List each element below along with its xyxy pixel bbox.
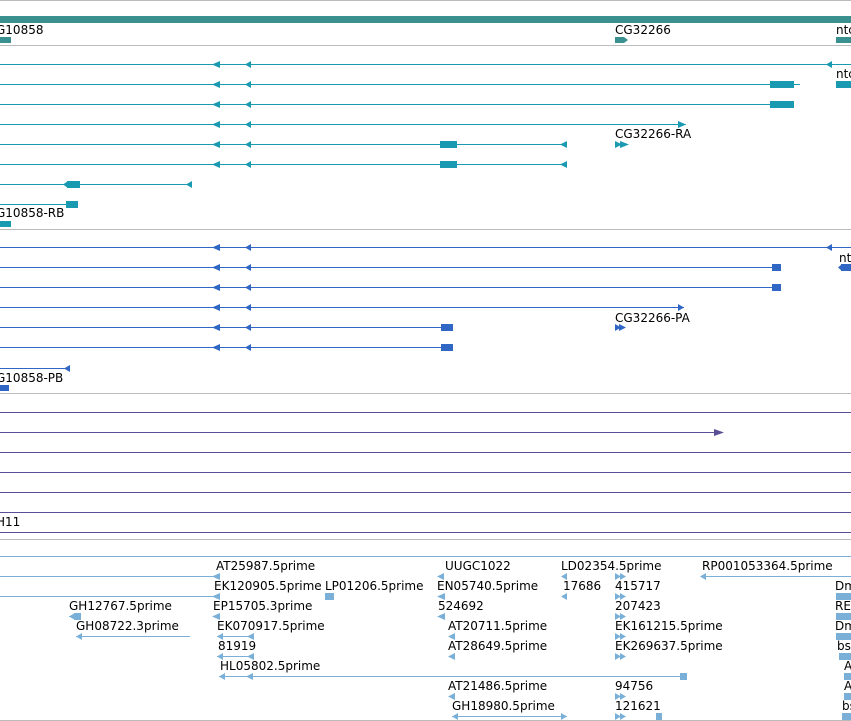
transcript-label[interactable]: ntc [836,67,851,81]
transcript-row[interactable] [0,141,629,148]
other-track: H11 [0,412,851,533]
est-label[interactable]: RE [835,599,851,613]
est-row[interactable] [76,633,851,640]
cds-row[interactable] [0,264,851,271]
est-label[interactable]: 17686 [563,579,601,593]
gene-label[interactable]: ntc [836,23,851,37]
transcript-row[interactable] [0,221,11,227]
est-label[interactable]: GH18980.5prime [452,699,555,713]
est-label[interactable]: 207423 [615,599,661,613]
gene-span-bar[interactable] [0,16,851,23]
est-label[interactable]: RP001053364.5prime [702,559,833,573]
est-label[interactable]: AT25987.5prime [216,559,315,573]
est-label[interactable]: LP01206.5prime [325,579,424,593]
est-label[interactable]: 415717 [615,579,661,593]
est-label[interactable]: bs [842,699,851,713]
est-label[interactable]: AT21486.5prime [448,679,547,693]
est-track: AT25987.5prime UUGC1022 LD02354.5prime RP00… [0,556,851,720]
transcript-label[interactable]: CG32266-RA [615,127,692,141]
feature-label[interactable]: H11 [0,515,20,529]
transcript-row[interactable] [0,61,851,68]
est-label[interactable]: bs [837,639,851,653]
est-row[interactable] [219,673,851,680]
est-label[interactable]: 524692 [438,599,484,613]
est-label[interactable]: GH08722.3prime [76,619,179,633]
est-label[interactable]: LD02354.5prime [561,559,662,573]
cds-row[interactable] [0,385,9,391]
est-label[interactable]: UUGC1022 [445,559,511,573]
est-label[interactable]: GH12767.5prime [69,599,172,613]
cds-label[interactable]: G10858-PB [0,371,63,385]
est-row[interactable] [452,713,851,720]
est-row[interactable] [69,613,851,620]
est-row[interactable] [217,653,851,660]
est-label[interactable]: AT28649.5prime [448,639,547,653]
est-label[interactable]: EK269637.5prime [615,639,723,653]
est-row[interactable] [0,593,851,600]
cds-row[interactable] [0,365,70,372]
cds-label[interactable]: CG32266-PA [615,311,691,325]
transcript-label[interactable]: G10858-RB [0,206,64,220]
transcript-row[interactable] [0,101,794,108]
gene-label[interactable]: G10858 [0,23,43,37]
est-label[interactable]: AT20711.5prime [448,619,547,633]
mrna-track: ntc CG32266-RA G10858-RB [0,61,851,227]
cds-row[interactable] [0,324,626,331]
est-row[interactable] [0,573,851,580]
cds-track: nt CG32266-PA G10858-PB [0,244,851,391]
est-row[interactable] [448,693,851,700]
est-label[interactable]: A [844,679,851,693]
est-label[interactable]: EK161215.5prime [615,619,723,633]
gene-feature-ntc[interactable] [836,37,851,43]
transcript-row[interactable] [0,201,78,208]
cds-row[interactable] [0,304,684,311]
transcript-row[interactable] [0,161,567,168]
est-label[interactable]: A [844,659,851,673]
cds-row[interactable] [0,284,781,291]
est-label[interactable]: EN05740.5prime [437,579,538,593]
est-label[interactable]: EK120905.5prime [214,579,322,593]
est-label[interactable]: 81919 [218,639,256,653]
est-label[interactable]: HL05802.5prime [220,659,320,673]
gene-track: G10858 CG32266 ntc [0,16,851,43]
est-label[interactable]: EP15705.3prime [213,599,312,613]
gene-feature-cg32266[interactable] [615,37,628,43]
est-label[interactable]: EK070917.5prime [217,619,325,633]
est-label[interactable]: Dm [835,579,851,593]
cds-row[interactable] [0,344,453,351]
transcript-row[interactable] [0,121,686,128]
gene-label[interactable]: CG32266 [615,23,671,37]
transcript-row[interactable] [0,81,851,88]
est-label[interactable]: 121621 [615,699,661,713]
gene-feature-g10858[interactable] [0,37,11,43]
est-label[interactable]: Dm [835,619,851,633]
est-label[interactable]: 94756 [615,679,653,693]
cds-label[interactable]: nt [839,251,851,265]
other-row[interactable] [0,429,724,436]
transcript-row[interactable] [0,181,192,188]
cds-row[interactable] [0,244,851,251]
